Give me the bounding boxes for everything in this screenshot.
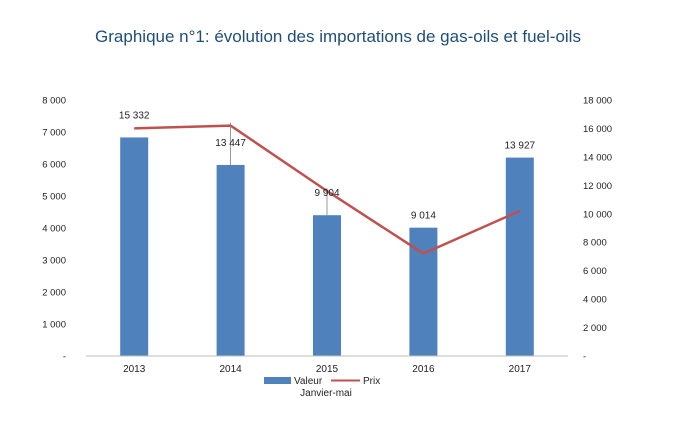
right-tick-label: 6 000 [583, 266, 607, 277]
data-label: 13 447 [215, 138, 246, 149]
right-tick-label: - [583, 352, 586, 363]
left-tick-label: 3 000 [42, 256, 66, 267]
category-label: 2013 [123, 364, 146, 375]
left-tick-label: 6 000 [42, 160, 66, 171]
left-tick-label: 8 000 [42, 96, 66, 107]
legend: Valeur Prix Janvier-mai [264, 376, 380, 399]
category-label: 2015 [316, 364, 339, 375]
x-axis-labels: 2013 2014 2015 2016 2017 [123, 364, 531, 375]
left-tick-label: - [63, 352, 66, 363]
chart-title: Graphique n°1: évolution des importation… [95, 27, 581, 46]
data-label: 13 927 [505, 141, 536, 152]
category-label: 2016 [412, 364, 435, 375]
right-tick-label: 8 000 [583, 238, 607, 249]
left-tick-label: 4 000 [42, 224, 66, 235]
right-tick-label: 4 000 [583, 295, 607, 306]
data-label: 15 332 [119, 110, 150, 121]
right-tick-label: 10 000 [583, 209, 612, 220]
right-axis: - 2 000 4 000 6 000 8 000 10 000 12 000 14 000 1… [583, 96, 612, 363]
legend-swatch-valeur [264, 377, 291, 384]
bar [216, 164, 245, 356]
legend-note: Janvier-mai [300, 388, 352, 399]
legend-label-valeur: Valeur [294, 376, 323, 387]
left-tick-label: 7 000 [42, 128, 66, 139]
bar-series [120, 137, 534, 356]
data-labels: 15 332 13 447 9 904 9 014 13 927 [119, 110, 536, 221]
left-tick-label: 1 000 [42, 320, 66, 331]
right-tick-label: 14 000 [583, 152, 612, 163]
right-tick-label: 16 000 [583, 124, 612, 135]
data-label: 9 014 [411, 211, 436, 222]
bar [313, 215, 341, 356]
bar [505, 157, 534, 356]
right-tick-label: 12 000 [583, 181, 612, 192]
left-axis: - 1 000 2 000 3 000 4 000 5 000 6 000 7 000 8 00… [42, 96, 66, 363]
left-tick-label: 2 000 [42, 288, 66, 299]
left-tick-label: 5 000 [42, 192, 66, 203]
data-label: 9 904 [314, 188, 339, 199]
legend-label-prix: Prix [363, 376, 380, 387]
right-tick-label: 2 000 [583, 323, 607, 334]
category-label: 2017 [509, 364, 532, 375]
category-label: 2014 [219, 364, 242, 375]
right-tick-label: 18 000 [583, 96, 612, 107]
bar [120, 137, 149, 356]
